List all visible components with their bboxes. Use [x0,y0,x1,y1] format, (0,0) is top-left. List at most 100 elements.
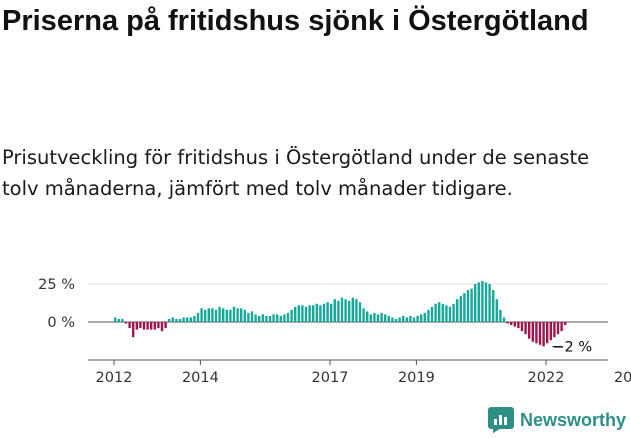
bar [434,303,437,322]
bar [463,293,466,322]
bar [232,306,236,322]
bar [402,315,405,322]
bar [268,315,272,322]
bar [272,314,275,322]
bar [391,317,394,322]
bar [164,322,167,329]
y-tick-label: 0 % [47,315,75,331]
bar [481,280,484,322]
bar [204,309,207,322]
bar [556,322,560,335]
bar [330,303,333,322]
bar [114,317,117,322]
bar [146,322,149,330]
bar [222,308,225,322]
bar [283,314,286,322]
bar [441,303,444,322]
y-tick-label: 25 % [38,277,75,293]
bar [560,322,563,332]
bar [344,299,347,322]
x-tick-label: 2024 [614,370,631,386]
bar [211,308,214,322]
bar [459,296,462,322]
bar [265,315,268,322]
bar [286,312,290,322]
bar [373,312,376,322]
bar [254,314,257,322]
brand-logo-lockup: Newsworthy [487,407,626,433]
bar [160,322,164,332]
bar [218,306,221,322]
bar [135,322,138,330]
bar [452,303,455,322]
bar [189,317,192,322]
x-tick-label: 2012 [96,370,133,386]
bar [333,299,336,322]
bar [430,306,434,322]
chart-subtitle: Prisutveckling för fritidshus i Östergöt… [2,146,590,200]
bar [193,315,196,322]
bar [117,318,120,322]
bar [420,314,423,322]
bar [301,305,304,322]
bar [387,315,390,322]
bar [276,314,279,322]
x-tick-label: 2014 [182,370,219,386]
bar [207,308,210,322]
bar [376,314,380,322]
bar [513,322,516,327]
x-tick-label: 2017 [312,370,349,386]
bar [178,318,182,322]
bar [542,322,545,347]
bar [319,305,322,322]
bar [423,312,426,322]
bar [456,299,459,322]
bar [337,300,340,322]
bar [416,315,419,322]
bar [340,297,344,322]
bar [528,322,531,339]
bar [348,300,351,322]
bar [524,322,527,335]
brand-name: Newsworthy [519,409,626,430]
bar [535,322,538,344]
bar [384,314,387,322]
bar [297,305,300,322]
last-value-label: −2 % [552,340,592,356]
x-tick-label: 2022 [528,370,565,386]
bar [258,315,261,322]
bar [279,315,282,322]
bar [290,309,293,322]
bar [304,306,308,322]
bar [409,315,412,322]
bar [549,322,552,341]
bar [175,318,178,322]
bar [182,317,185,322]
bar [326,302,329,322]
bar [308,305,311,322]
bar [531,322,534,342]
bar-chart: 25 % 0 % 2012 2014 2017 2019 2022 2024 −2 % [38,277,631,386]
bar [499,309,502,322]
bar [157,322,160,329]
bar [546,322,549,344]
bar [139,322,142,329]
bar [470,288,473,322]
bar [520,322,524,332]
bar [517,322,520,329]
bar [351,297,354,322]
bar [225,309,228,322]
bar [168,318,171,322]
bar [564,322,567,326]
bar [362,308,365,322]
bar [412,317,416,322]
bar [538,322,542,345]
bar [398,317,401,322]
bar [250,311,254,322]
bar [495,299,498,322]
bar [474,284,477,322]
bar [369,314,372,322]
bar [506,322,509,324]
bar [142,322,146,330]
bar [153,322,156,330]
